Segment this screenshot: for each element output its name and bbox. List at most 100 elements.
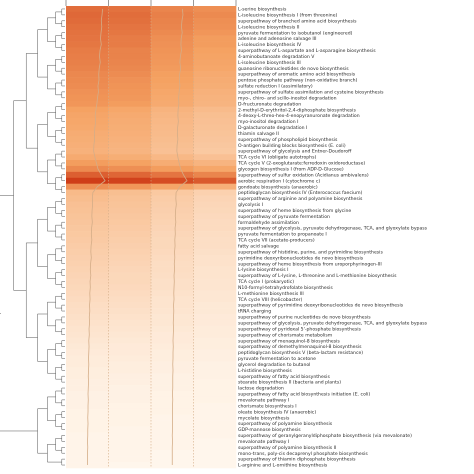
heatmap-cell xyxy=(66,136,109,143)
heatmap-cell xyxy=(193,284,237,291)
heatmap-cell xyxy=(66,361,109,368)
dendrogram-branch xyxy=(61,458,65,466)
row-label: superpathway of L-aspartate and L-aspara… xyxy=(238,48,376,54)
heatmap-cell xyxy=(66,94,109,102)
heatmap-cell xyxy=(108,331,152,338)
row-label: sulfate reduction I (assimilatory) xyxy=(238,84,313,90)
heatmap-cell xyxy=(108,23,152,30)
heatmap-cell xyxy=(151,195,194,202)
dendrogram-branch xyxy=(55,414,62,427)
heatmap-cell xyxy=(193,254,237,261)
heatmap-cell xyxy=(151,88,194,96)
row-label: superpathway of sulfur oxidation (Acidia… xyxy=(238,172,369,178)
heatmap-cell xyxy=(108,219,152,226)
heatmap-cell xyxy=(151,219,194,226)
row-label: superpathway of L-lysine, L-threonine an… xyxy=(238,273,397,279)
trend-line xyxy=(87,8,106,466)
heatmap-cell xyxy=(66,77,109,84)
heatmap-cell xyxy=(108,319,152,327)
heatmap-cell xyxy=(151,47,194,54)
dendrogram-branch xyxy=(61,447,65,454)
heatmap-cell xyxy=(66,379,109,386)
dendrogram-branch xyxy=(55,11,62,25)
heatmap-cell xyxy=(66,260,109,267)
row-label: D-galacturonate degradation I xyxy=(238,125,307,131)
heatmap-cell xyxy=(108,177,152,184)
heatmap-cell xyxy=(151,337,194,344)
row-label: TCA cycle VIII (helicobacter) xyxy=(237,297,303,303)
dendrogram-branch xyxy=(55,248,62,261)
heatmap-cell xyxy=(66,367,109,374)
heatmap-cell xyxy=(108,237,152,244)
heatmap-cell xyxy=(108,254,152,261)
dendrogram-branch xyxy=(61,162,65,170)
heatmap-cell xyxy=(151,284,194,291)
heatmap-cell xyxy=(193,213,237,220)
row-label: superpathway of fatty acid biosynthesis xyxy=(238,374,330,380)
dendrogram-branch xyxy=(37,29,48,78)
heatmap-cell xyxy=(66,71,109,78)
heatmap-cell xyxy=(108,225,152,232)
heatmap-cell xyxy=(108,314,152,321)
heatmap-cell xyxy=(193,319,237,327)
heatmap-cell xyxy=(108,165,152,173)
heatmap-cell xyxy=(151,83,194,90)
heatmap-cell xyxy=(193,278,237,285)
dendrogram-branch xyxy=(61,150,65,158)
column-separators xyxy=(108,6,194,468)
dendrogram-branch xyxy=(55,272,62,285)
row-label: superpathway of pyrimidine deoxyribonucl… xyxy=(238,303,404,309)
heatmap-cell xyxy=(108,17,152,25)
dendrogram-branch xyxy=(61,304,65,312)
dendrogram-branch xyxy=(61,435,65,442)
heatmap-cell xyxy=(193,272,237,279)
heatmap-cell xyxy=(66,385,109,392)
heatmap-cell xyxy=(108,367,152,374)
row-label: TCA cycle I (prokaryotic) xyxy=(237,279,294,285)
row-label: lactose degradation xyxy=(238,386,284,392)
heatmap-cell xyxy=(108,260,152,267)
heatmap-cell xyxy=(108,136,152,143)
row-label: fatty acid salvage xyxy=(238,243,279,249)
heatmap-cell xyxy=(193,343,237,350)
dendrogram-branch xyxy=(61,281,65,288)
heatmap-cell xyxy=(108,53,152,60)
dendrogram-branch xyxy=(61,269,65,276)
heatmap-cell xyxy=(151,308,194,315)
heatmap-cell xyxy=(151,213,194,220)
heatmap-cell xyxy=(193,242,237,250)
row-label: superpathway of sulfate assimilation and… xyxy=(238,89,384,95)
row-label: pyruvate fermentation to propanoate I xyxy=(238,232,327,238)
heatmap-cell xyxy=(151,106,194,113)
heatmap-cell xyxy=(66,23,109,30)
heatmap-cell xyxy=(151,112,194,119)
heatmap-cell xyxy=(66,391,109,398)
dendrogram-branch xyxy=(61,375,65,383)
heatmap-cell xyxy=(108,438,152,445)
heatmap-cell xyxy=(66,118,109,125)
heatmap-cell xyxy=(193,325,237,333)
row-label: L-methionine biosynthesis III xyxy=(238,291,304,297)
heatmap-cell xyxy=(66,408,109,415)
heatmap-cell xyxy=(151,242,194,250)
heatmap-cell xyxy=(193,23,237,30)
heatmap-cell xyxy=(108,272,152,279)
heatmap-cell xyxy=(108,207,152,214)
row-label: glycolysis I xyxy=(238,202,263,208)
heatmap-cell xyxy=(108,290,152,297)
top-axis-ticks xyxy=(65,0,237,6)
heatmap-cell xyxy=(66,396,109,404)
dendrogram-branch xyxy=(61,198,65,205)
row-label: stearate biosynthesis II (bacteria and p… xyxy=(238,380,341,386)
heatmap-cell xyxy=(108,29,152,36)
heatmap-cell xyxy=(66,88,109,96)
row-label: superpathway of thiamin diphosphate bios… xyxy=(238,457,356,463)
heatmap-cell xyxy=(193,112,237,119)
heatmap-cell xyxy=(66,47,109,54)
row-label: mono-trans, poly-cis decaprenyl phosphat… xyxy=(238,451,368,457)
heatmap-cell xyxy=(66,6,109,13)
row-label: mevalonate pathway I xyxy=(238,439,289,445)
heatmap-cell xyxy=(66,242,109,250)
row-label: superpathway of aromatic amino acid bios… xyxy=(238,72,356,78)
